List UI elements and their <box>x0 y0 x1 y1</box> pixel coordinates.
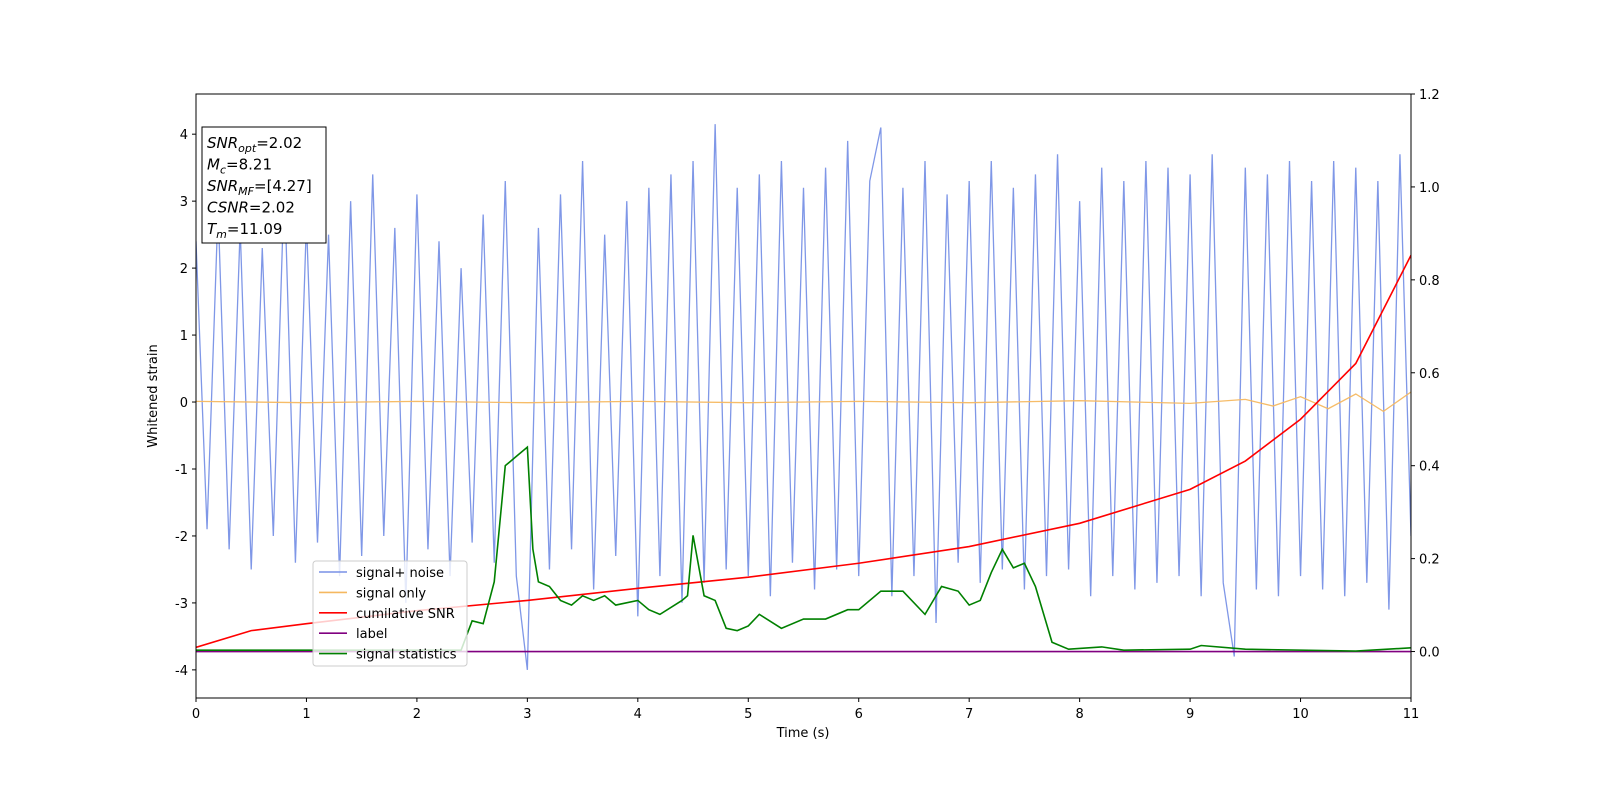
y2-tick-label: 0.4 <box>1419 460 1440 475</box>
annotation-value: =[4.27] <box>254 177 312 195</box>
legend-box <box>312 560 468 667</box>
y-tick-label: 0 <box>180 396 188 411</box>
x-tick-label: 3 <box>523 707 531 722</box>
annotation-box <box>201 126 327 244</box>
y-tick-label: 1 <box>180 329 188 344</box>
x-axis-label: Time (s) <box>776 726 830 741</box>
annotation-subscript: opt <box>238 142 257 155</box>
annotation-subscript: c <box>220 164 226 177</box>
series-line <box>196 445 1411 652</box>
y-tick-label: -2 <box>175 530 188 545</box>
annotation-value: =2.02 <box>249 199 295 217</box>
x-tick-label: 4 <box>634 707 642 722</box>
x-tick-label: 9 <box>1186 707 1194 722</box>
annotation-value: =11.09 <box>227 220 283 238</box>
y2-tick-label: 1.0 <box>1419 181 1440 196</box>
annotation-line: CSNR=2.02 <box>207 199 295 217</box>
annotation-symbol: T <box>207 220 218 238</box>
legend-label: signal+ noise <box>356 566 444 581</box>
x-tick-label: 6 <box>855 707 863 722</box>
x-tick-label: 0 <box>192 707 200 722</box>
y2-tick-label: 0.0 <box>1419 646 1440 661</box>
annotation-value: =8.21 <box>226 156 272 174</box>
annotation-line: Mc=8.21 <box>207 156 272 177</box>
axes-frame <box>195 93 1412 699</box>
annotation-symbol: M <box>207 156 220 174</box>
annotation-symbol: SNR <box>207 177 238 195</box>
y-tick-label: 2 <box>180 262 188 277</box>
legend-label: label <box>356 627 387 642</box>
x-tick-label: 5 <box>744 707 752 722</box>
annotation-symbol: SNR <box>207 134 238 152</box>
x-tick-label: 7 <box>965 707 973 722</box>
series-line <box>196 124 1411 670</box>
series-line <box>196 391 1411 413</box>
annotation-symbol: CSNR <box>207 199 249 217</box>
x-tick-label: 11 <box>1403 707 1420 722</box>
legend-label: signal statistics <box>356 648 457 663</box>
y-tick-label: 3 <box>180 195 188 210</box>
legend-label: signal only <box>356 586 426 601</box>
x-tick-label: 8 <box>1075 707 1083 722</box>
y2-tick-label: 1.2 <box>1419 88 1440 103</box>
x-tick-label: 2 <box>413 707 421 722</box>
x-tick-label: 10 <box>1292 707 1309 722</box>
y-tick-label: -4 <box>175 664 188 679</box>
y-tick-label: 4 <box>180 128 188 143</box>
x-tick-label: 1 <box>302 707 310 722</box>
annotation-subscript: m <box>216 228 227 241</box>
y-tick-label: -3 <box>175 597 188 612</box>
legend-label: cumilative SNR <box>356 607 455 622</box>
y2-tick-label: 0.2 <box>1419 553 1440 568</box>
annotation-line: Tm=11.09 <box>207 220 282 241</box>
annotation-line: SNRMF=[4.27] <box>207 177 312 198</box>
y-axis-label: Whitened strain <box>146 344 161 447</box>
y2-tick-label: 0.6 <box>1419 367 1440 382</box>
annotation-line: SNRopt=2.02 <box>207 134 302 155</box>
annotation-subscript: MF <box>238 185 254 198</box>
y2-tick-label: 0.8 <box>1419 274 1440 289</box>
annotation-value: =2.02 <box>256 134 302 152</box>
y-tick-label: -1 <box>175 463 188 478</box>
